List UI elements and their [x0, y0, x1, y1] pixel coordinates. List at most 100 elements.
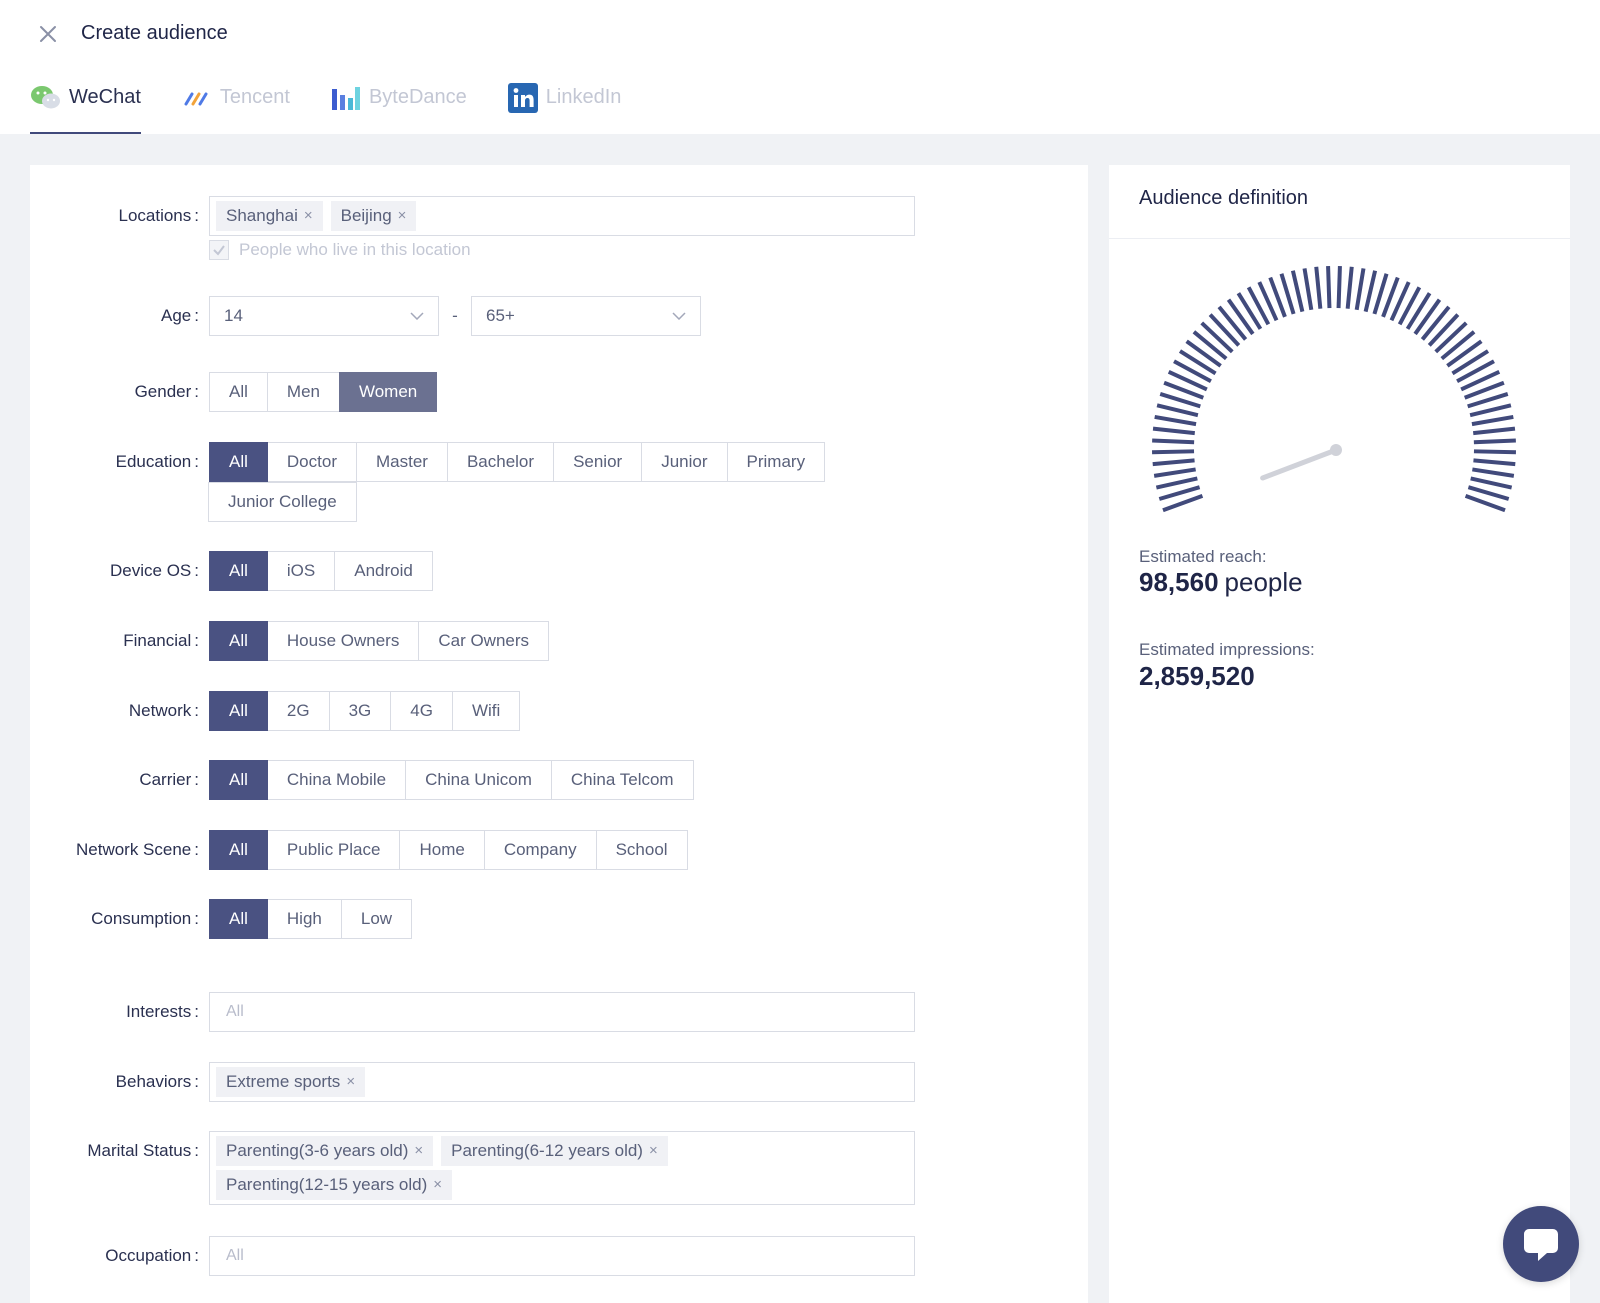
- marital-status-input[interactable]: Parenting(3-6 years old) × Parenting(6-12…: [209, 1131, 915, 1205]
- occupation-row: Occupation: All: [30, 1236, 915, 1276]
- gauge-tick: [1336, 266, 1342, 309]
- gauge-tick: [1354, 268, 1366, 311]
- education-option-junior[interactable]: Junior: [641, 442, 728, 482]
- education-option-junior-college[interactable]: Junior College: [208, 482, 357, 522]
- locations-label: Locations:: [118, 206, 199, 225]
- chat-bubble-icon[interactable]: [1503, 1206, 1579, 1282]
- financial-options: All House Owners Car Owners: [209, 621, 861, 661]
- behaviors-row: Behaviors: Extreme sports ×: [30, 1062, 915, 1102]
- network-option-2g[interactable]: 2G: [266, 691, 330, 731]
- reach-gauge: [1152, 266, 1516, 513]
- age-separator: -: [452, 306, 458, 325]
- tab-wechat[interactable]: WeChat: [30, 78, 141, 134]
- close-icon[interactable]: [36, 22, 60, 46]
- network-scene-option-school[interactable]: School: [595, 830, 688, 870]
- education-option-all[interactable]: All: [209, 442, 268, 482]
- education-option-doctor[interactable]: Doctor: [266, 442, 357, 482]
- gender-label: Gender:: [134, 382, 199, 401]
- education-option-bachelor[interactable]: Bachelor: [446, 442, 555, 482]
- network-option-all[interactable]: All: [209, 691, 268, 731]
- gauge-tick: [1472, 467, 1515, 478]
- carrier-option-china-mobile[interactable]: China Mobile: [266, 760, 407, 800]
- network-scene-option-company[interactable]: Company: [483, 830, 597, 870]
- carrier-option-china-telcom[interactable]: China Telcom: [550, 760, 694, 800]
- gauge-tick: [1372, 273, 1389, 315]
- gauge-tick: [1163, 380, 1205, 400]
- gauge-tick: [1420, 305, 1451, 341]
- device-os-label: Device OS:: [110, 561, 199, 580]
- consumption-row: Consumption: All High Low: [30, 899, 861, 939]
- network-options: All 2G 3G 4G Wifi: [209, 691, 861, 731]
- gauge-tick: [1152, 426, 1196, 436]
- network-option-wifi[interactable]: Wifi: [451, 691, 521, 731]
- education-options: All Doctor Master Bachelor Senior Junior Prima…: [208, 442, 849, 522]
- carrier-option-all[interactable]: All: [209, 760, 268, 800]
- gauge-tick: [1155, 476, 1198, 490]
- remove-tag-icon[interactable]: ×: [346, 1073, 356, 1090]
- gauge-needle: [1260, 447, 1339, 481]
- education-label: Education:: [115, 452, 199, 471]
- consumption-option-all[interactable]: All: [209, 899, 268, 939]
- device-os-option-all[interactable]: All: [209, 551, 268, 591]
- gauge-tick: [1405, 292, 1432, 330]
- gender-option-women[interactable]: Women: [338, 372, 438, 412]
- education-option-master[interactable]: Master: [355, 442, 448, 482]
- device-os-options: All iOS Android: [209, 551, 861, 591]
- gauge-tick: [1156, 403, 1199, 418]
- gauge-tick: [1473, 458, 1516, 467]
- gauge-tick: [1226, 298, 1255, 336]
- occupation-input[interactable]: All: [209, 1236, 915, 1276]
- live-in-location-checkbox[interactable]: People who live in this location: [209, 240, 915, 260]
- locations-input[interactable]: Shanghai × Beijing ×: [209, 196, 915, 236]
- consumption-option-high[interactable]: High: [266, 899, 342, 939]
- network-scene-option-all[interactable]: All: [209, 830, 268, 870]
- consumption-option-low[interactable]: Low: [340, 899, 413, 939]
- behaviors-label: Behaviors:: [115, 1072, 199, 1091]
- network-option-3g[interactable]: 3G: [328, 691, 392, 731]
- remove-tag-icon[interactable]: ×: [303, 207, 313, 224]
- remove-tag-icon[interactable]: ×: [414, 1142, 424, 1159]
- chevron-down-icon: [672, 312, 686, 320]
- gauge-tick: [1257, 281, 1279, 322]
- gauge-tick: [1451, 349, 1490, 376]
- device-os-option-android[interactable]: Android: [334, 551, 433, 591]
- behaviors-input[interactable]: Extreme sports ×: [209, 1062, 915, 1102]
- network-scene-row: Network Scene: All Public Place Home Company…: [30, 830, 861, 870]
- gauge-tick: [1217, 305, 1248, 341]
- gauge-tick: [1473, 449, 1516, 455]
- linkedin-icon: [507, 82, 539, 114]
- gauge-tick: [1290, 270, 1305, 313]
- gauge-tick: [1326, 266, 1332, 309]
- financial-option-all[interactable]: All: [209, 621, 268, 661]
- gauge-tick: [1446, 339, 1483, 368]
- gauge-tick: [1427, 313, 1460, 347]
- remove-tag-icon[interactable]: ×: [648, 1142, 658, 1159]
- remove-tag-icon[interactable]: ×: [433, 1176, 443, 1193]
- network-option-4g[interactable]: 4G: [390, 691, 453, 731]
- audience-definition-panel: Audience definition Estimated reach: 98,…: [1109, 165, 1570, 1303]
- carrier-option-china-unicom[interactable]: China Unicom: [405, 760, 552, 800]
- education-option-primary[interactable]: Primary: [726, 442, 826, 482]
- remove-tag-icon[interactable]: ×: [397, 207, 407, 224]
- gender-option-men[interactable]: Men: [266, 372, 340, 412]
- network-scene-option-home[interactable]: Home: [399, 830, 485, 870]
- financial-option-car-owners[interactable]: Car Owners: [418, 621, 550, 661]
- tab-linkedin[interactable]: LinkedIn: [507, 78, 621, 134]
- device-os-option-ios[interactable]: iOS: [266, 551, 336, 591]
- carrier-label: Carrier:: [139, 770, 199, 789]
- network-scene-option-public-place[interactable]: Public Place: [266, 830, 401, 870]
- interests-row: Interests: All: [30, 992, 915, 1032]
- carrier-options: All China Mobile China Unicom China Telcom: [209, 760, 861, 800]
- interests-input[interactable]: All: [209, 992, 915, 1032]
- education-row: Education: All Doctor Master Bachelor Senior J…: [30, 442, 849, 522]
- financial-option-house-owners[interactable]: House Owners: [266, 621, 420, 661]
- check-icon[interactable]: [209, 240, 229, 260]
- tab-tencent[interactable]: Tencent: [181, 78, 290, 134]
- gauge-hub: [1330, 444, 1342, 456]
- bytedance-icon: [330, 82, 362, 114]
- gender-option-all[interactable]: All: [209, 372, 268, 412]
- age-to-select[interactable]: 65+: [471, 296, 701, 336]
- education-option-senior[interactable]: Senior: [553, 442, 643, 482]
- tab-bytedance[interactable]: ByteDance: [330, 78, 467, 134]
- age-from-select[interactable]: 14: [209, 296, 439, 336]
